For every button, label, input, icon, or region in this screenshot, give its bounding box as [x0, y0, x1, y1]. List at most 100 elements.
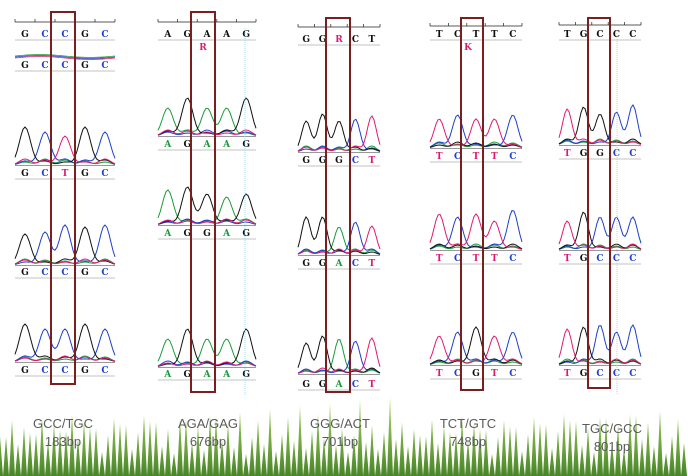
- base-letter: C: [629, 30, 636, 40]
- base-letter: G: [302, 156, 310, 166]
- base-letter: A: [203, 140, 212, 150]
- base-letter: G: [242, 30, 250, 40]
- caption-panel-1: GCC/TGC 183bp: [8, 415, 118, 451]
- snp-highlight-box: [460, 17, 484, 391]
- base-letter: T: [491, 369, 498, 379]
- trace-T-line: [558, 108, 642, 145]
- trace-G-line: [14, 226, 116, 265]
- chromatogram-panel-5: T G C C CT G G C CT G C C CT G C C C: [558, 17, 642, 395]
- base-letter: T: [368, 380, 375, 390]
- base-letter: T: [473, 30, 480, 40]
- base-letter: T: [436, 369, 443, 379]
- genotype-label: AGA/GAG: [178, 416, 238, 431]
- base-letter: G: [81, 268, 89, 278]
- trace-G-line: [558, 326, 642, 365]
- base-letter: C: [41, 61, 48, 71]
- base-letter: T: [491, 254, 498, 264]
- base-letter: C: [41, 169, 48, 179]
- trace-C-line: [558, 324, 642, 365]
- base-letter: G: [596, 149, 604, 159]
- trace-G-line: [297, 113, 381, 152]
- trace-T-line: [558, 328, 642, 365]
- trace-strip-line: [14, 54, 116, 58]
- base-letter: A: [222, 30, 231, 40]
- base-letter: C: [596, 369, 603, 379]
- snp-highlight-box: [50, 11, 76, 385]
- trace-T-line: [429, 118, 523, 148]
- trace-C-line: [297, 221, 381, 255]
- base-letter: G: [242, 370, 250, 380]
- base-letter: C: [509, 369, 516, 379]
- trace-strip-line: [14, 55, 116, 59]
- base-letter: C: [454, 369, 461, 379]
- base-letter: C: [352, 380, 359, 390]
- base-letter: C: [61, 61, 68, 71]
- ambiguity-code: R: [199, 43, 207, 53]
- base-letter: C: [613, 369, 620, 379]
- trace-T-line: [14, 135, 116, 165]
- trace-G-line: [14, 323, 116, 362]
- base-letter: A: [335, 380, 344, 390]
- genotype-label: TGC/GCC: [582, 421, 642, 436]
- base-letter: C: [61, 366, 68, 376]
- caption-panel-4: TCT/GTC 748bp: [413, 415, 523, 451]
- trace-C-line: [157, 129, 257, 136]
- base-letter: R: [335, 35, 343, 45]
- trace-C-line: [429, 114, 523, 148]
- base-letter: C: [101, 366, 108, 376]
- base-letter: C: [509, 254, 516, 264]
- base-letter: C: [613, 149, 620, 159]
- genotype-label: GGG/ACT: [310, 416, 370, 431]
- trace-A-line: [297, 339, 381, 374]
- trace-T-line: [297, 225, 381, 255]
- base-letter: G: [242, 140, 250, 150]
- base-letter: G: [203, 229, 211, 239]
- caption-panel-3: GGG/ACT 701bp: [285, 415, 395, 451]
- chromatogram-panel-2: A G A A GRA G A A GA G G A GA G A A G: [157, 11, 257, 395]
- base-letter: G: [580, 149, 588, 159]
- base-letter: T: [368, 35, 375, 45]
- trace-T-line: [157, 129, 257, 136]
- amplicon-size: 701bp: [321, 434, 359, 449]
- base-letter: G: [21, 30, 29, 40]
- base-letter: C: [352, 35, 359, 45]
- grass-blades: [0, 397, 688, 476]
- caption-panel-5: TGC/GCC 801bp: [557, 420, 667, 456]
- base-letter: C: [41, 268, 48, 278]
- trace-G-line: [429, 141, 523, 148]
- base-letter: G: [81, 61, 89, 71]
- base-letter: G: [319, 259, 327, 269]
- trace-A-line: [14, 158, 116, 165]
- base-letter: G: [81, 30, 89, 40]
- trace-T-line: [157, 218, 257, 225]
- base-letter: G: [242, 229, 250, 239]
- trace-C-line: [297, 340, 381, 374]
- trace-G-line: [14, 126, 116, 165]
- trace-T-line: [14, 355, 116, 362]
- base-letter: C: [101, 30, 108, 40]
- ambiguity-code: K: [464, 43, 473, 53]
- trace-C-line: [14, 328, 116, 362]
- trace-A-line: [157, 338, 257, 367]
- base-letter: C: [509, 152, 516, 162]
- base-letter: T: [436, 254, 443, 264]
- base-letter: G: [319, 156, 327, 166]
- trace-A-line: [429, 358, 523, 365]
- base-letter: G: [21, 268, 29, 278]
- trace-C-line: [14, 224, 116, 265]
- base-letter: G: [580, 369, 588, 379]
- base-letter: T: [62, 169, 69, 179]
- base-letter: G: [21, 169, 29, 179]
- base-letter: C: [41, 366, 48, 376]
- base-letter: G: [580, 254, 588, 264]
- base-letter: T: [436, 30, 443, 40]
- trace-G-line: [157, 97, 257, 136]
- base-letter: C: [61, 30, 68, 40]
- trace-T-line: [429, 213, 523, 250]
- base-letter: A: [222, 229, 231, 239]
- base-letter: G: [335, 156, 343, 166]
- trace-A-line: [429, 243, 523, 250]
- base-letter: T: [473, 152, 480, 162]
- trace-T-line: [157, 360, 257, 367]
- amplicon-size: 801bp: [593, 439, 631, 454]
